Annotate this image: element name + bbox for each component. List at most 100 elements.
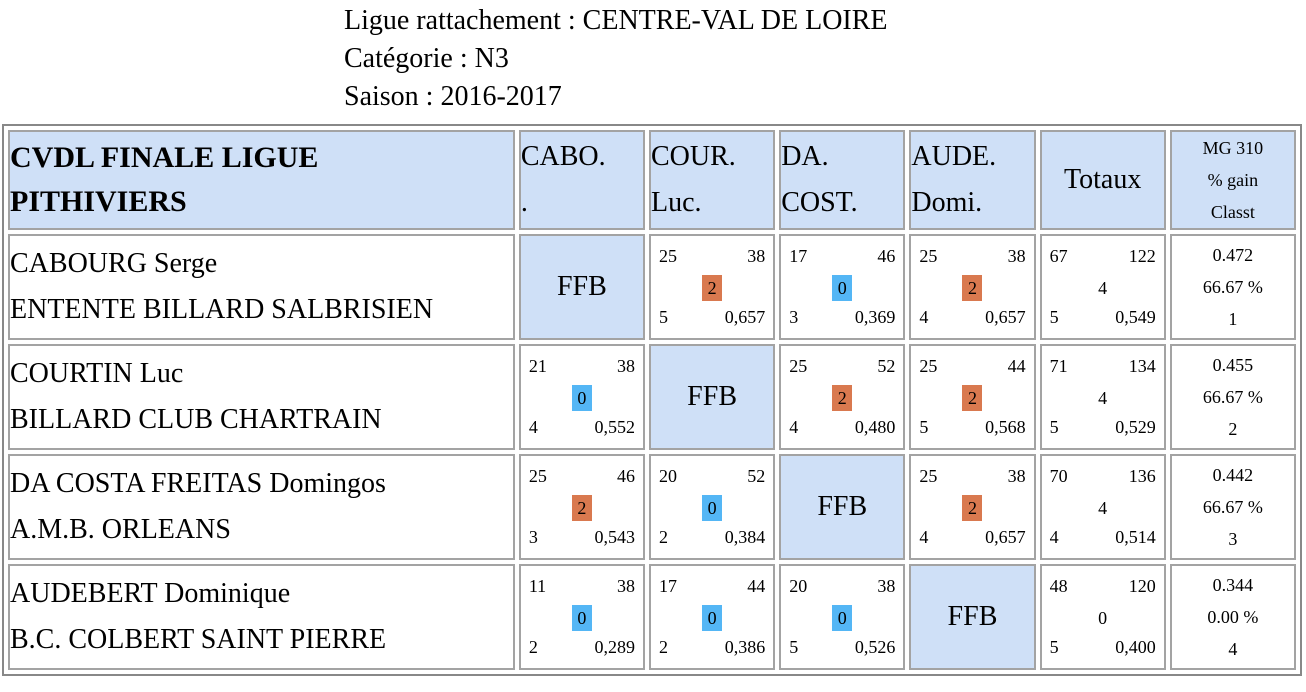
- stats-cell: 0.442 66.67 % 3: [1169, 454, 1296, 560]
- column-header-line1: AUDE.: [911, 141, 997, 172]
- total-average: 0,514: [1115, 527, 1156, 547]
- total-series: 5: [1049, 417, 1059, 437]
- title-line2: PITHIVIERS: [10, 185, 187, 218]
- total-match-points: 0: [1098, 608, 1108, 628]
- ligue-label: Ligue rattachement : CENTRE-VAL DE LOIRE: [344, 5, 888, 36]
- match-average: 0,289: [594, 637, 636, 657]
- match-points: 25: [919, 246, 938, 266]
- match-distance: 38: [747, 246, 766, 266]
- column-header-line2: Luc.: [651, 187, 702, 218]
- player-name: AUDEBERT Dominique: [10, 578, 291, 609]
- match-series: 4: [919, 307, 929, 327]
- competition-title: CVDL FINALE LIGUE PITHIVIERS: [8, 130, 515, 230]
- column-header-line2: COST.: [781, 187, 858, 218]
- classt-value: 1: [1228, 309, 1238, 329]
- column-header-cour: COUR. Luc.: [649, 130, 776, 230]
- match-points: 17: [659, 576, 677, 596]
- match-cell: 21 38 0 4 0,552: [518, 344, 645, 450]
- player-cell: DA COSTA FREITAS Domingos A.M.B. ORLEANS: [8, 454, 515, 560]
- total-match-points: 4: [1098, 498, 1108, 518]
- player-name: COURTIN Luc: [10, 358, 184, 389]
- ffb-cell: FFB: [518, 234, 645, 340]
- match-cell: 25 44 2 5 0,568: [909, 344, 1036, 450]
- match-series: 4: [919, 527, 929, 547]
- match-points: 25: [789, 356, 808, 376]
- match-cell: 20 38 0 5 0,526: [779, 564, 906, 670]
- totals-cell: 71 134 4 5 0,529: [1039, 344, 1166, 450]
- column-header-line1: COUR.: [651, 141, 736, 172]
- total-average: 0,529: [1115, 417, 1156, 437]
- classt-value: 2: [1228, 419, 1238, 439]
- column-header-line2: .: [520, 187, 528, 218]
- player-name: CABOURG Serge: [10, 248, 218, 279]
- player-cell: COURTIN Luc BILLARD CLUB CHARTRAIN: [8, 344, 515, 450]
- match-distance: 52: [747, 466, 766, 486]
- player-club: A.M.B. ORLEANS: [10, 514, 231, 545]
- match-points: 20: [659, 466, 677, 486]
- table-row: CABOURG Serge ENTENTE BILLARD SALBRISIEN F…: [8, 234, 1296, 340]
- saison-label: Saison : 2016-2017: [344, 81, 562, 112]
- match-series: 5: [789, 637, 799, 657]
- match-cell: 11 38 0 2 0,289: [518, 564, 645, 670]
- totals-cell: 70 136 4 4 0,514: [1039, 454, 1166, 560]
- gain-value: 0.00 %: [1207, 607, 1259, 627]
- mg-value: 0.455: [1212, 355, 1254, 375]
- column-header-cabo: CABO. .: [518, 130, 645, 230]
- column-header-aude: AUDE. Domi.: [909, 130, 1036, 230]
- match-distance: 38: [617, 356, 635, 376]
- match-points: 25: [919, 356, 938, 376]
- match-result-badge: 0: [702, 495, 723, 521]
- table-row: AUDEBERT Dominique B.C. COLBERT SAINT PIE…: [8, 564, 1296, 670]
- mg-value: 0.442: [1212, 465, 1254, 485]
- totals-cell: 48 120 0 5 0,400: [1039, 564, 1166, 670]
- total-distance: 122: [1128, 246, 1156, 266]
- match-series: 3: [789, 307, 799, 327]
- total-series: 5: [1049, 637, 1059, 657]
- total-distance: 134: [1128, 356, 1156, 376]
- match-cell: 25 38 2 5 0,657: [649, 234, 776, 340]
- match-cell: 25 46 2 3 0,543: [518, 454, 645, 560]
- page-header: Ligue rattachement : CENTRE-VAL DE LOIRE…: [344, 2, 888, 116]
- match-points: 25: [919, 466, 938, 486]
- column-header-da: DA. COST.: [779, 130, 906, 230]
- match-result-badge: 2: [832, 385, 853, 411]
- stats-cell: 0.472 66.67 % 1: [1169, 234, 1296, 340]
- match-distance: 38: [617, 576, 635, 596]
- total-points: 71: [1049, 356, 1068, 376]
- table-row: DA COSTA FREITAS Domingos A.M.B. ORLEANS 2…: [8, 454, 1296, 560]
- gain-value: 66.67 %: [1202, 277, 1263, 297]
- match-result-badge: 0: [702, 605, 723, 631]
- column-header-totaux: Totaux: [1039, 130, 1166, 230]
- total-average: 0,400: [1115, 637, 1156, 657]
- total-distance: 136: [1128, 466, 1156, 486]
- match-points: 20: [789, 576, 808, 596]
- gain-value: 66.67 %: [1202, 387, 1263, 407]
- total-distance: 120: [1128, 576, 1156, 596]
- match-result-badge: 2: [962, 385, 983, 411]
- total-points: 70: [1049, 466, 1068, 486]
- ffb-cell: FFB: [909, 564, 1036, 670]
- match-average: 0,384: [724, 527, 766, 547]
- total-points: 67: [1049, 246, 1068, 266]
- ffb-cell: FFB: [649, 344, 776, 450]
- match-result-badge: 0: [832, 605, 853, 631]
- player-name: DA COSTA FREITAS Domingos: [10, 468, 386, 499]
- match-series: 4: [789, 417, 799, 437]
- match-distance: 44: [747, 576, 766, 596]
- table-header-row: CVDL FINALE LIGUE PITHIVIERS CABO. . COU…: [8, 130, 1296, 230]
- match-result-badge: 2: [702, 275, 723, 301]
- match-average: 0,657: [985, 307, 1026, 327]
- match-points: 21: [528, 356, 547, 376]
- title-line1: CVDL FINALE LIGUE: [10, 141, 319, 174]
- match-result-badge: 2: [571, 495, 592, 521]
- match-series: 2: [659, 637, 668, 657]
- gain-value: 66.67 %: [1202, 497, 1263, 517]
- match-points: 17: [789, 246, 808, 266]
- table-row: COURTIN Luc BILLARD CLUB CHARTRAIN 21 38 0 4 0…: [8, 344, 1296, 450]
- total-match-points: 4: [1098, 388, 1108, 408]
- match-distance: 38: [1007, 466, 1026, 486]
- categorie-label: Catégorie : N3: [344, 43, 509, 74]
- classt-label: Classt: [1210, 202, 1255, 222]
- match-result-badge: 2: [962, 495, 983, 521]
- match-average: 0,386: [724, 637, 766, 657]
